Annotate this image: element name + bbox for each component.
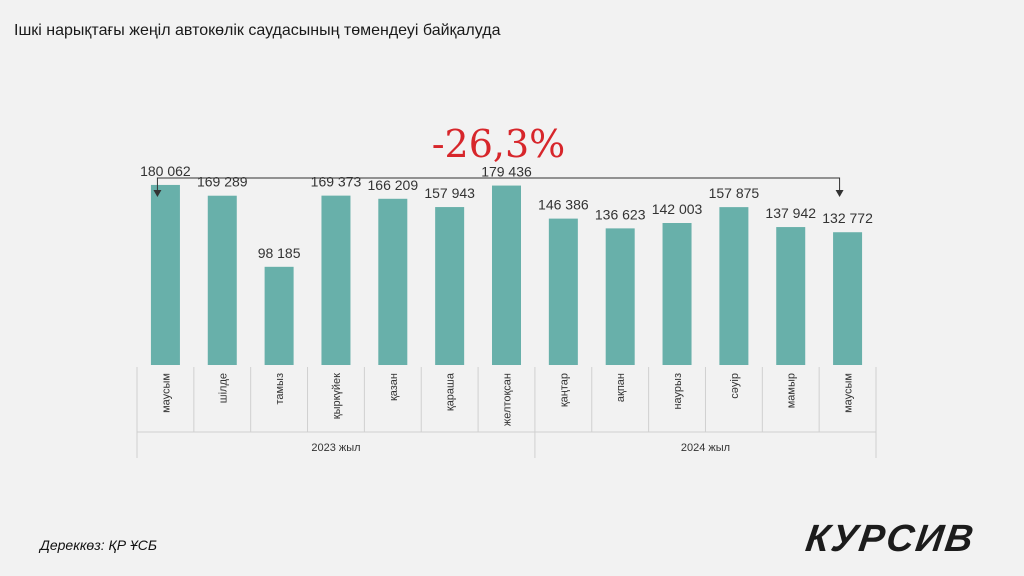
bar-7 [548,218,578,365]
category-label-12: маусым [843,373,855,413]
bar-6 [492,185,521,365]
bar-12 [833,232,863,365]
category-label-8: ақпан [615,373,627,402]
change-label: -26,3% [432,122,566,166]
value-label-9: 142 003 [652,201,703,217]
bar-0 [150,184,180,365]
value-label-5: 157 943 [424,185,475,201]
bar-1 [207,195,237,365]
value-label-7: 146 386 [538,197,589,213]
group-label-0: 2023 жыл [311,442,360,454]
bar-9 [662,222,692,365]
change-annotation: -26,3% [153,122,844,197]
bar-chart: 180 062 169 289 98 185 169 373 166 209 157 94… [136,122,877,458]
arrow-left-icon [153,190,162,197]
category-label-4: қазан [388,373,400,401]
bar-4 [378,198,408,365]
arrow-right-icon [835,190,844,197]
group-label-1: 2024 жыл [681,442,730,454]
change-bracket [156,177,841,191]
category-label-0: маусым [160,373,172,413]
bar-11 [776,227,806,365]
category-label-11: мамыр [786,373,798,408]
category-label-3: қыркүйек [331,373,343,419]
category-label-9: наурыз [672,373,684,410]
category-label-10: сәуір [729,373,741,399]
bars-layer: 180 062 169 289 98 185 169 373 166 209 157 94… [140,163,873,365]
value-label-12: 132 772 [822,210,873,226]
axis-layer: маусым шілде тамыз қыркүйек қазан қараша желто… [136,367,877,458]
value-label-3: 169 373 [311,174,362,190]
chart-title: Ішкі нарықтағы жеңіл автокөлік саудасыны… [14,22,501,39]
value-label-6: 179 436 [481,164,532,180]
bar-10 [719,207,749,365]
source-note: Дереккөз: ҚР ҰСБ [40,537,157,553]
category-label-2: тамыз [274,373,286,405]
value-label-0: 180 062 [140,163,191,179]
category-label-1: шілде [217,373,229,403]
value-label-4: 166 209 [368,177,419,193]
bar-3 [321,195,351,365]
category-label-6: желтоқсан [502,373,514,426]
kursiv-logo: КУРСИВ [803,518,978,560]
bar-2 [264,266,294,365]
value-label-2: 98 185 [258,245,301,261]
bar-8 [605,228,635,365]
category-label-7: қаңтар [558,373,570,407]
bar-5 [435,207,465,365]
value-label-8: 136 623 [595,206,646,222]
category-label-5: қараша [445,372,457,411]
value-label-11: 137 942 [765,205,816,221]
value-label-1: 169 289 [197,174,248,190]
value-label-10: 157 875 [709,185,760,201]
